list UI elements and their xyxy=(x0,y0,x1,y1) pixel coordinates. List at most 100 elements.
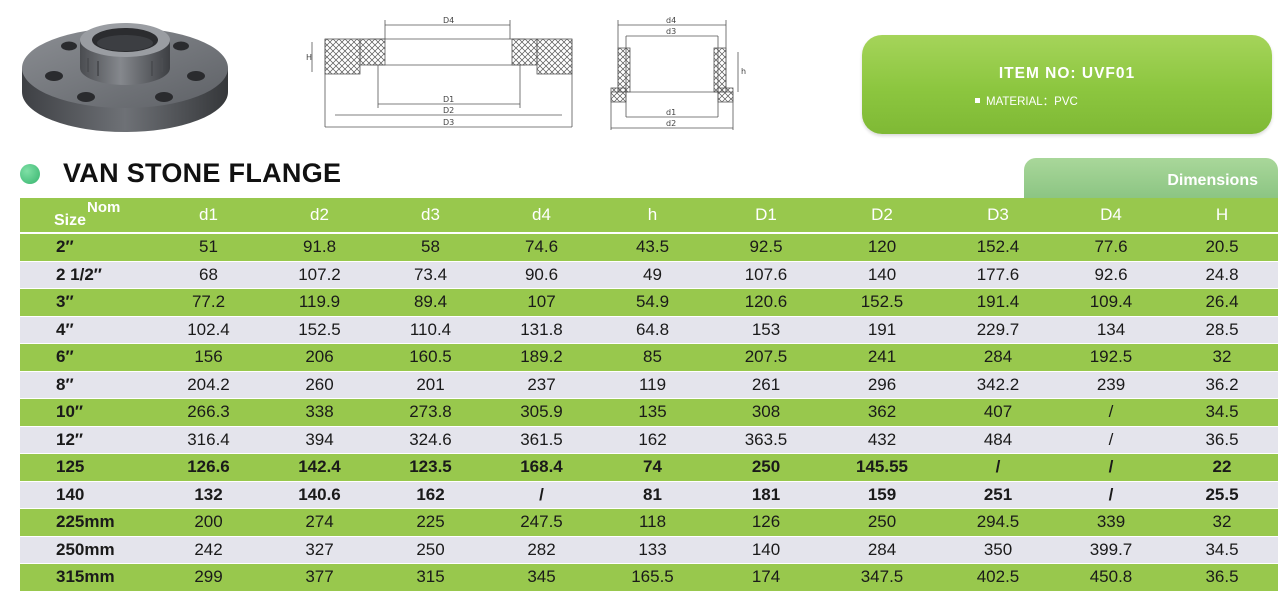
table-cell: 237 xyxy=(486,371,597,399)
table-cell: 34.5 xyxy=(1166,536,1278,564)
table-cell: 126.6 xyxy=(153,453,264,482)
table-cell: 241 xyxy=(824,343,940,372)
table-cell: / xyxy=(1056,481,1166,509)
table-cell: / xyxy=(1056,426,1166,454)
table-header-row: Nom Size d1 d2 d3 d4 h D1 D2 D3 D4 H xyxy=(20,198,1278,234)
table-cell: 192.5 xyxy=(1056,343,1166,372)
table-cell: 207.5 xyxy=(708,343,824,372)
drawing2-label-d2: d2 xyxy=(666,119,676,128)
table-cell: 191.4 xyxy=(940,288,1056,317)
table-cell: 308 xyxy=(708,398,824,427)
dimensions-label: Dimensions xyxy=(1167,172,1258,189)
table-cell: 315 xyxy=(375,563,486,592)
table-cell: 24.8 xyxy=(1166,261,1278,289)
size-cell: 12″ xyxy=(20,426,153,454)
table-cell: 484 xyxy=(940,426,1056,454)
table-cell: 160.5 xyxy=(375,343,486,372)
column-header: d2 xyxy=(264,198,375,234)
table-cell: 338 xyxy=(264,398,375,427)
table-row: 4″ 102.4 152.5 110.4 131.8 64.8 153 191 229.7 134… xyxy=(20,316,1278,344)
table-cell: 324.6 xyxy=(375,426,486,454)
drawing1-label-h: H xyxy=(306,53,312,62)
table-cell: 342.2 xyxy=(940,371,1056,399)
table-cell: 201 xyxy=(375,371,486,399)
size-cell: 2″ xyxy=(20,233,153,262)
dimensions-tab: Dimensions xyxy=(1024,158,1278,198)
table-cell: 32 xyxy=(1166,508,1278,537)
page-title: VAN STONE FLANGE xyxy=(63,158,342,188)
table-cell: 119.9 xyxy=(264,288,375,317)
table-cell: 51 xyxy=(153,233,264,262)
table-cell: 204.2 xyxy=(153,371,264,399)
table-cell: 162 xyxy=(597,426,708,454)
flange-cross-section-drawing: D4 D1 D2 D3 H xyxy=(306,16,573,128)
item-number: ITEM NO: UVF01 xyxy=(998,65,1136,82)
material-text: MATERIAL：PVC xyxy=(986,96,1078,108)
table-row: 140 132 140.6 162/81 181 159 251/25.5 xyxy=(20,481,1278,509)
size-cell: 6″ xyxy=(20,343,153,372)
table-cell: 282 xyxy=(486,536,597,564)
table-cell: 156 xyxy=(153,343,264,372)
table-cell: 399.7 xyxy=(1056,536,1166,564)
column-header: D2 xyxy=(824,198,940,234)
table-cell: 345 xyxy=(486,563,597,592)
table-cell: 177.6 xyxy=(940,261,1056,289)
item-info-box: ITEM NO: UVF01 MATERIAL：PVC xyxy=(862,35,1272,134)
column-header: d3 xyxy=(375,198,486,234)
table-row: 8″ 204.2 260 201 237 119 261 296 342.2 239 36.2 xyxy=(20,371,1278,399)
table-cell: 261 xyxy=(708,371,824,399)
size-cell: 10″ xyxy=(20,398,153,427)
table-cell: 225 xyxy=(375,508,486,537)
table-cell: 153 xyxy=(708,316,824,344)
table-cell: 135 xyxy=(597,398,708,427)
table-cell: 407 xyxy=(940,398,1056,427)
table-cell: 181 xyxy=(708,481,824,509)
size-cell: 2 1/2″ xyxy=(20,261,153,289)
size-cell: 125 xyxy=(20,453,153,482)
table-cell: 284 xyxy=(940,343,1056,372)
table-cell: 25.5 xyxy=(1166,481,1278,509)
table-cell: 43.5 xyxy=(597,233,708,262)
table-cell: 250 xyxy=(824,508,940,537)
table-cell: 134 xyxy=(1056,316,1166,344)
table-cell: 140.6 xyxy=(264,481,375,509)
table-cell: 394 xyxy=(264,426,375,454)
header-size: Size xyxy=(54,212,87,229)
size-cell: 225mm xyxy=(20,508,153,537)
dimensions-table: Nom Size d1 d2 d3 d4 h D1 D2 D3 D4 H 2″ 5… xyxy=(20,198,1278,592)
table-cell: 131.8 xyxy=(486,316,597,344)
table-cell: 91.8 xyxy=(264,233,375,262)
table-cell: 191 xyxy=(824,316,940,344)
table-cell: 152.4 xyxy=(940,233,1056,262)
table-cell: 73.4 xyxy=(375,261,486,289)
table-cell: 36.5 xyxy=(1166,563,1278,592)
table-cell: 22 xyxy=(1166,453,1278,482)
column-header: D1 xyxy=(708,198,824,234)
size-cell: 315mm xyxy=(20,563,153,592)
table-row: 2″ 51 91.8 58 74.6 43.5 92.5 120 152.4 77.6 20.5 xyxy=(20,233,1278,262)
table-cell: / xyxy=(486,481,597,509)
table-cell: 32 xyxy=(1166,343,1278,372)
column-header: D4 xyxy=(1056,198,1166,234)
table-row: 10″ 266.3 338 273.8 305.9 135 308 362 407/34.5 xyxy=(20,398,1278,427)
size-cell: 3″ xyxy=(20,288,153,317)
material-line: MATERIAL：PVC xyxy=(975,93,1078,109)
table-row: 225mm 200 274 225 247.5 118 126 250 294.5 339 32 xyxy=(20,508,1278,537)
table-cell: 142.4 xyxy=(264,453,375,482)
table-row: 250mm 242 327 250 282 133 140 284 350 399.7 34.5 xyxy=(20,536,1278,564)
table-cell: 36.5 xyxy=(1166,426,1278,454)
header-size-cell: Nom Size xyxy=(20,198,153,234)
table-cell: 316.4 xyxy=(153,426,264,454)
table-cell: 361.5 xyxy=(486,426,597,454)
table-row: 315mm 299 377 315 345 165.5 174 347.5 402.5 450.8… xyxy=(20,563,1278,592)
table-cell: 120 xyxy=(824,233,940,262)
table-cell: 92.5 xyxy=(708,233,824,262)
title-bullet-icon xyxy=(20,164,40,184)
size-cell: 8″ xyxy=(20,371,153,399)
drawing2-label-d3: d3 xyxy=(666,27,676,36)
table-cell: 299 xyxy=(153,563,264,592)
table-cell: 77.6 xyxy=(1056,233,1166,262)
size-cell: 140 xyxy=(20,481,153,509)
table-cell: 145.55 xyxy=(824,453,940,482)
table-cell: 242 xyxy=(153,536,264,564)
